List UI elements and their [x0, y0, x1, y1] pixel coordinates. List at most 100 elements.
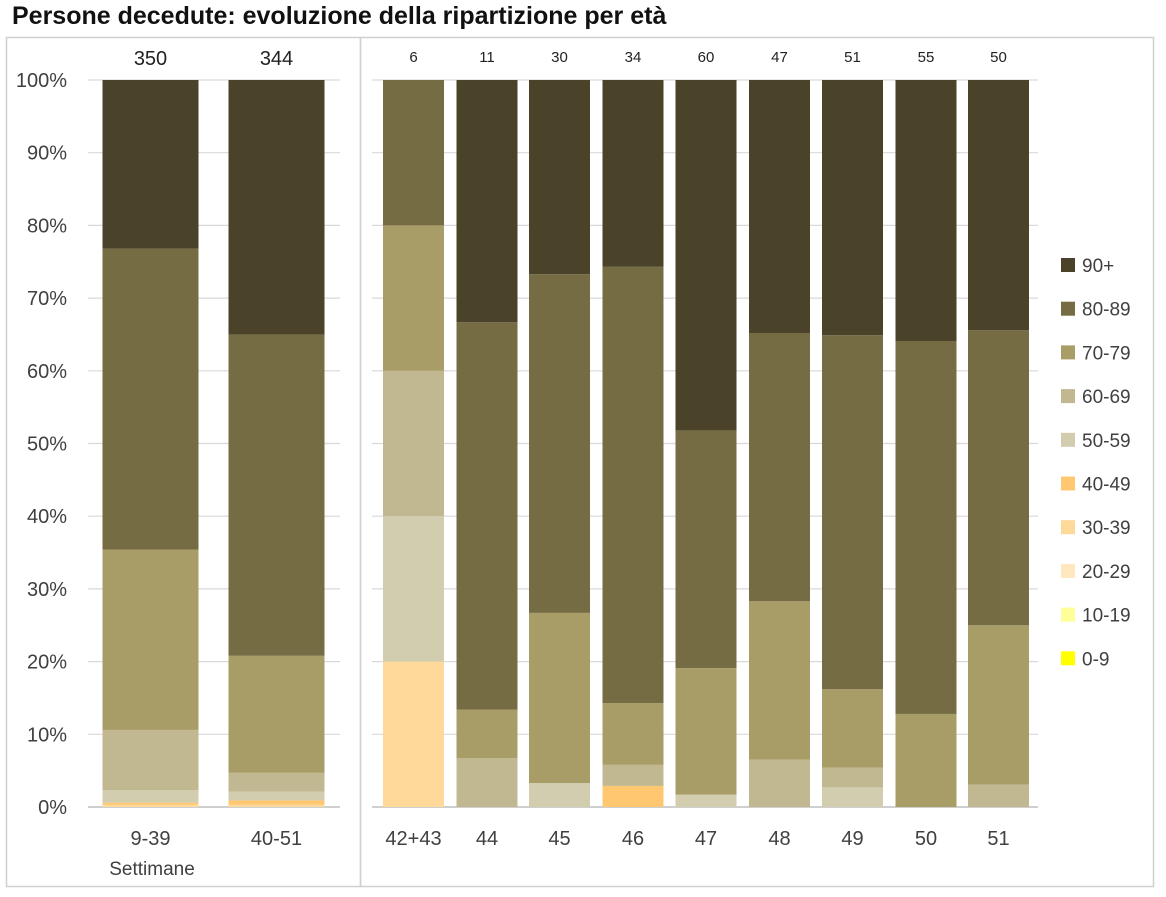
x-axis-labels: 9-39 40-51 42+43 44 45 46 47 48 49 50 51 Settimane	[109, 828, 1009, 880]
right-panel-frame	[359, 36, 1155, 888]
x-axis-title: Settimane	[109, 859, 195, 880]
bar-segment-46-90-	[602, 80, 664, 267]
x-label-42-43: 42+43	[385, 828, 441, 850]
x-label-45: 45	[548, 828, 570, 850]
x-label-50: 50	[915, 828, 937, 850]
bar-segment-40-51-60-69	[228, 772, 325, 792]
bar-segment-49-60-69	[822, 767, 883, 788]
bar-segment-44-90-	[456, 80, 518, 323]
bar-segment-40-51-90-	[228, 80, 325, 335]
bar-segment-9-39-40-49	[102, 802, 199, 805]
bar-segment-48-80-89	[749, 332, 810, 602]
x-label-47: 47	[695, 828, 717, 850]
bar-segment-44-70-79	[456, 709, 518, 759]
bar-segment-9-39-50-59	[102, 790, 199, 803]
bar-segment-9-39-60-69	[102, 729, 199, 791]
total-label-47: 60	[698, 49, 715, 66]
bar-segment-45-70-79	[529, 612, 590, 784]
y-tick-100: 100%	[16, 70, 67, 92]
legend-label-60-69: 60-69	[1082, 387, 1131, 408]
legend-label-30-39: 30-39	[1082, 518, 1131, 539]
x-label-46: 46	[622, 828, 644, 850]
legend-swatch-70-79	[1061, 345, 1075, 360]
bar-segment-45-90-	[529, 80, 590, 275]
bar-segment-51-80-89	[968, 330, 1029, 626]
legend-label-0-9: 0-9	[1082, 649, 1109, 670]
x-label-40-51: 40-51	[251, 828, 302, 850]
y-tick-40: 40%	[27, 506, 67, 528]
bar-segment-49-80-89	[822, 335, 883, 690]
bar-segment-46-70-79	[602, 703, 664, 765]
legend-label-20-29: 20-29	[1082, 562, 1131, 583]
legend-swatch-90-	[1061, 258, 1075, 272]
legend-swatch-80-89	[1061, 301, 1075, 316]
total-label-40-51: 344	[260, 48, 293, 70]
bar-segment-47-90-	[675, 80, 737, 431]
bar-segment-49-70-79	[822, 689, 883, 768]
bar-segment-48-60-69	[749, 759, 810, 807]
legend-label-80-89: 80-89	[1082, 300, 1131, 321]
bar-segment-48-90-	[749, 80, 810, 333]
bar-segment-51-70-79	[968, 625, 1029, 785]
bar-segment-40-51-30-39	[228, 804, 325, 807]
y-tick-70: 70%	[27, 288, 67, 310]
bar-segment-42-43-30-39	[383, 661, 444, 807]
total-label-50: 55	[918, 49, 935, 66]
legend-label-90-: 90+	[1082, 256, 1114, 277]
y-tick-10: 10%	[27, 724, 67, 746]
bar-segment-51-90-	[968, 80, 1029, 331]
legend-label-70-79: 70-79	[1082, 343, 1131, 364]
total-label-42-43: 6	[409, 49, 417, 66]
total-label-48: 47	[771, 49, 788, 66]
total-label-45: 30	[551, 49, 568, 66]
bar-segment-47-50-59	[675, 794, 737, 807]
legend-swatch-50-59	[1061, 432, 1075, 447]
bar-segment-9-39-90-	[102, 80, 199, 249]
total-label-44: 11	[479, 49, 495, 66]
bar-segment-48-70-79	[749, 601, 810, 760]
bar-segment-42-43-50-59	[383, 516, 444, 662]
bar-segment-44-60-69	[456, 758, 518, 807]
bar-segment-46-80-89	[602, 266, 664, 704]
legend-swatch-60-69	[1061, 389, 1075, 404]
bar-segment-40-51-70-79	[228, 655, 325, 773]
bar-segment-47-80-89	[675, 430, 737, 669]
bar-segment-46-40-49	[602, 785, 664, 807]
x-label-51: 51	[987, 828, 1009, 850]
bar-segment-45-80-89	[529, 274, 590, 613]
bar-segment-40-51-40-49	[228, 800, 325, 805]
y-axis-ticks: 0% 10% 20% 30% 40% 50% 60% 70% 80% 90% 100%	[16, 70, 67, 819]
legend: 90+ 80-89 70-79 60-69 50-59 40-49 30-39 20-29 10…	[1061, 256, 1131, 670]
y-tick-90: 90%	[27, 143, 67, 165]
bar-segment-42-43-60-69	[383, 370, 444, 517]
bar-segment-44-80-89	[456, 322, 518, 710]
bar-segment-50-90-	[895, 80, 957, 341]
bars	[102, 80, 1029, 807]
bar-segment-50-80-89	[895, 340, 957, 714]
x-label-48: 48	[768, 828, 790, 850]
x-label-9-39: 9-39	[130, 828, 170, 850]
y-tick-60: 60%	[27, 361, 67, 383]
y-tick-50: 50%	[27, 434, 67, 456]
legend-label-50-59: 50-59	[1082, 431, 1131, 452]
y-tick-30: 30%	[27, 579, 67, 601]
bar-segment-40-51-50-59	[228, 791, 325, 801]
legend-swatch-30-39	[1061, 520, 1075, 535]
legend-swatch-10-19	[1061, 607, 1075, 622]
bar-totals: 350 344 6 11 30 34 60 47 51 55 50	[134, 48, 1007, 70]
legend-label-40-49: 40-49	[1082, 475, 1131, 496]
bar-segment-49-50-59	[822, 787, 883, 807]
bar-segment-47-70-79	[675, 668, 737, 795]
bar-segment-46-60-69	[602, 764, 664, 786]
y-tick-80: 80%	[27, 215, 67, 237]
legend-label-10-19: 10-19	[1082, 606, 1131, 627]
x-label-49: 49	[841, 828, 863, 850]
bar-segment-51-60-69	[968, 784, 1029, 807]
total-label-46: 34	[625, 49, 642, 66]
total-label-49: 51	[844, 49, 861, 66]
legend-swatch-20-29	[1061, 563, 1075, 578]
bar-segment-42-43-80-89	[383, 80, 444, 226]
bar-segment-49-90-	[822, 80, 883, 336]
y-tick-0: 0%	[38, 797, 67, 819]
